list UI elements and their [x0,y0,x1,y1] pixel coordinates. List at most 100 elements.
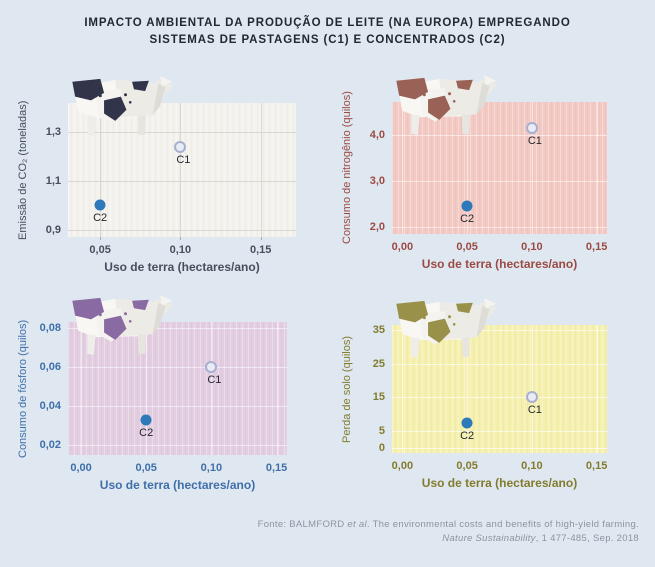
data-point-label-c2: C2 [460,213,475,226]
gridline-vertical [260,103,262,237]
cow-illustration [72,295,174,355]
x-tick-label: 0,10 [200,462,223,474]
gridline-vertical [531,325,533,453]
y-axis-title: Emissão de CO₂ (toneladas) [17,100,29,240]
data-point-c1 [174,140,187,153]
gridline-horizontal [392,363,607,365]
page-title-line1: IMPACTO AMBIENTAL DA PRODUÇÃO DE LEITE (… [84,17,571,29]
gridline-vertical [467,102,469,234]
y-tick-label: 0 [378,441,385,454]
gridline-horizontal [392,447,607,449]
gridline-horizontal [68,445,287,447]
y-tick-label: 1,1 [45,174,61,187]
axis-tick-mark [100,237,102,240]
x-tick-label: 0,00 [70,462,92,474]
gridline-vertical [276,322,278,455]
y-tick-label: 3,0 [369,175,385,188]
data-point-c1 [525,122,538,135]
x-tick-label: 0,15 [585,241,608,253]
gridline-vertical [100,103,102,237]
source-etal: et al [347,519,367,530]
y-tick-label: 5 [378,425,385,438]
y-tick-label: 25 [372,357,385,370]
gridline-horizontal [392,330,607,332]
x-tick-label: 0,05 [456,241,478,253]
gridline-horizontal [68,229,296,231]
gridline-vertical [211,322,213,455]
x-tick-label: 0,10 [521,460,543,472]
gridline-vertical [402,102,404,234]
gridline-vertical [467,325,469,453]
x-axis-title: Uso de terra (hectares/ano) [104,260,260,274]
data-point-label-c2: C2 [93,212,108,225]
gridline-horizontal [392,227,607,229]
cow-illustration [396,75,498,135]
x-tick-label: 0,05 [135,462,157,474]
data-point-c1 [205,360,218,373]
page-title: IMPACTO AMBIENTAL DA PRODUÇÃO DE LEITE (… [0,15,655,49]
data-point-c2 [461,200,473,212]
x-tick-label: 0,10 [169,244,192,256]
x-tick-label: 0,15 [249,244,272,256]
source-citation: Fonte: BALMFORD et al. The environmental… [249,518,639,545]
x-tick-label: 0,15 [585,460,608,472]
cow-illustration [396,298,498,358]
data-point-c2 [94,199,106,211]
data-point-c2 [140,414,152,426]
x-tick-label: 0,10 [521,241,543,253]
gridline-horizontal [392,397,607,399]
gridline-horizontal [68,406,287,408]
source-text: , 1 477-485, Sep. 2018 [535,532,639,544]
data-point-label-c1: C1 [527,135,542,148]
gridline-vertical [596,102,598,234]
x-axis-title: Uso de terra (hectares/ano) [421,476,578,490]
source-text: Fonte: BALMFORD [257,519,348,530]
y-tick-label: 1,3 [45,126,61,139]
y-tick-label: 2,0 [369,221,385,234]
data-point-label-c1: C1 [527,404,542,417]
y-axis-title: Consumo de fósforo (quilos) [17,319,29,458]
gridline-horizontal [68,327,287,329]
x-tick-label: 0,00 [391,460,414,472]
source-journal: Nature Sustainability [442,532,536,544]
gridline-horizontal [68,132,296,134]
y-axis-title: Consumo de nitrogênio (quilos) [341,91,353,245]
y-tick-label: 0,08 [39,321,61,334]
data-point-label-c1: C1 [176,153,191,166]
data-point-label-c1: C1 [207,373,222,386]
gridline-horizontal [68,366,287,368]
y-axis-title: Perda de solo (quilos) [341,335,353,443]
y-tick-label: 0,04 [39,400,61,413]
y-tick-label: 15 [372,391,385,404]
chart-nitrogen-consumption: Consumo de nitrogênio (quilos) Uso de te… [341,75,607,271]
chart-phosphorus-consumption: Consumo de fósforo (quilos) Uso de terra… [17,295,287,492]
y-tick-label: 35 [372,324,385,337]
gridline-vertical [402,325,404,453]
page-title-line2: SISTEMAS DE PASTAGENS (C1) E CONCENTRADO… [149,34,506,46]
axis-tick-mark [260,237,262,240]
gridline-vertical [531,102,533,234]
y-tick-label: 0,9 [45,223,61,236]
gridline-vertical [180,103,182,237]
y-tick-label: 0,06 [39,360,61,373]
cow-illustration [72,76,174,136]
data-point-c2 [461,417,473,429]
chart-soil-loss: Perda de solo (quilos) Uso de terra (hec… [341,298,607,490]
gridline-horizontal [392,135,607,137]
x-tick-label: 0,05 [456,460,478,472]
gridline-vertical [146,322,148,455]
data-point-label-c2: C2 [139,426,154,439]
y-tick-label: 4,0 [369,129,385,142]
x-tick-label: 0,00 [391,241,414,253]
data-point-label-c2: C2 [460,429,475,442]
axis-tick-mark [180,237,182,240]
gridline-horizontal [392,431,607,433]
gridline-horizontal [392,181,607,183]
x-axis-title: Uso de terra (hectares/ano) [99,478,256,492]
gridline-vertical [596,325,598,453]
x-axis-title: Uso de terra (hectares/ano) [421,257,578,271]
chart-co2-emissions: Emissão de CO₂ (toneladas) Uso de terra … [17,76,296,274]
y-tick-label: 0,02 [39,439,61,452]
gridline-horizontal [68,180,296,182]
